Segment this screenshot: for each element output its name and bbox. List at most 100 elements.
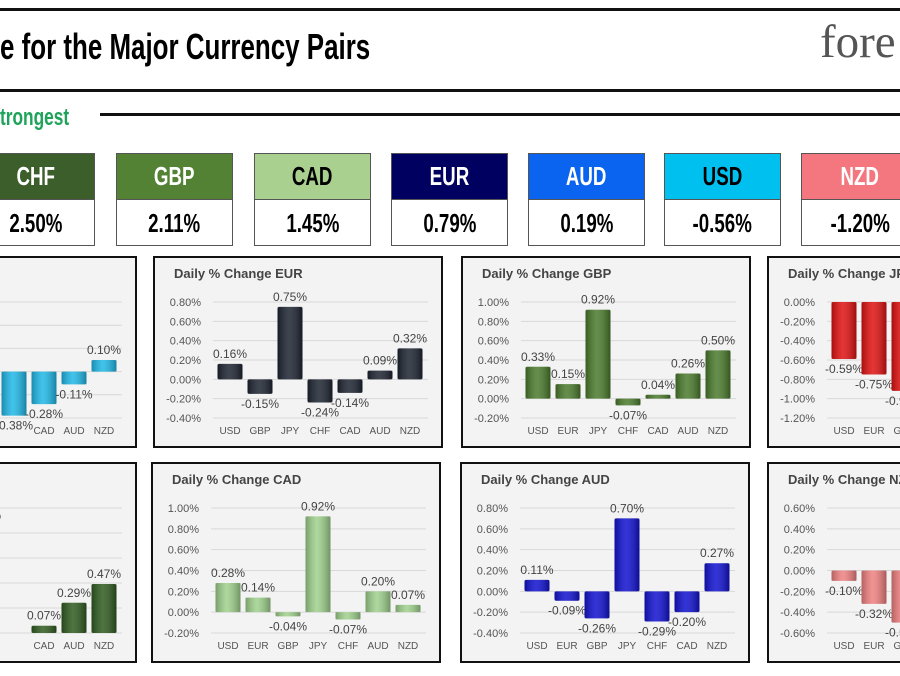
y-tick-label: 0.00% <box>170 374 201 386</box>
card-header: GBP <box>117 154 232 200</box>
panel-frame <box>151 462 441 663</box>
x-tick-label: NZD <box>94 426 115 437</box>
currency-code: GBP <box>154 161 195 191</box>
x-tick-label: NZD <box>94 641 115 652</box>
y-tick-label: -1.20% <box>780 413 815 425</box>
bar-chart: Daily % Change GBP 1.00% 0.80% 0.60% 0.40% 0.… <box>461 256 751 448</box>
card-value-box: 2.11% <box>117 200 232 246</box>
y-tick-label: 0.40% <box>784 524 815 536</box>
y-tick-label: 0.60% <box>170 316 201 328</box>
bar-shading <box>861 570 887 604</box>
chart-content: Daily % Change GBP 1.00% 0.80% 0.60% 0.40% 0.… <box>461 256 751 448</box>
x-tick-label: CAD <box>339 426 360 437</box>
currency-card-cad: CAD 1.45% <box>254 153 371 246</box>
x-tick-label: USD <box>526 641 547 652</box>
x-tick-label: EUR <box>557 426 578 437</box>
x-tick-label: CHF <box>618 426 639 437</box>
chart-content: Daily % Change AUD 0.80% 0.60% 0.40% 0.20% 0.… <box>460 462 750 663</box>
bar-shading <box>61 371 87 385</box>
bar-shading <box>645 394 671 399</box>
y-tick-label: 0.00% <box>478 394 509 406</box>
chart-content: Daily % Change NZD 0.60% 0.40% 0.20% 0.00% -0… <box>767 462 900 663</box>
y-tick-label: 0.20% <box>168 586 199 598</box>
data-label: 0.47% <box>87 567 121 581</box>
y-tick-label: -0.20% <box>164 628 199 640</box>
x-tick-label: NZD <box>708 426 729 437</box>
data-label: -0.92% <box>885 394 900 408</box>
x-tick-label: JPY <box>281 426 300 437</box>
y-tick-label: -0.40% <box>780 336 815 348</box>
bar-shading <box>674 591 700 613</box>
y-tick-label: 0.40% <box>478 355 509 367</box>
currency-change: 0.19% <box>559 207 614 238</box>
x-tick-label: EUR <box>247 641 268 652</box>
currency-change: 0.79% <box>422 207 477 238</box>
data-label: -0.26% <box>578 621 616 635</box>
bar-shading <box>891 570 900 623</box>
data-label: -0.50% <box>885 626 900 640</box>
data-label: 0.04% <box>641 378 675 392</box>
x-tick-label: EUR <box>863 641 884 652</box>
y-tick-label: 0.20% <box>170 355 201 367</box>
y-tick-label: -0.20% <box>780 586 815 598</box>
y-tick-label: 1.00% <box>168 503 199 515</box>
y-tick-label: 0.40% <box>477 545 508 557</box>
card-header: AUD <box>529 154 644 200</box>
x-tick-label: USD <box>527 426 548 437</box>
card-value-box: 1.45% <box>255 200 370 246</box>
bar-chart: Daily % Change CAD 1.00% 0.80% 0.60% 0.40% 0.… <box>151 462 441 663</box>
card-value-box: 0.79% <box>392 200 507 246</box>
y-tick-label: 0.00% <box>784 297 815 309</box>
data-label: -0.38% <box>0 419 33 433</box>
bar-shading <box>585 309 611 399</box>
data-label: 0.10% <box>87 343 121 357</box>
data-label: -0.24% <box>301 406 339 420</box>
bar-shading <box>367 370 393 380</box>
x-tick-label: EUR <box>863 426 884 437</box>
x-tick-label: NZD <box>400 426 421 437</box>
y-tick-label: -0.60% <box>780 355 815 367</box>
currency-code: CHF <box>16 161 56 191</box>
bar-shading <box>891 302 900 391</box>
y-tick-label: -0.80% <box>780 374 815 386</box>
data-label: 0.15% <box>551 367 585 381</box>
bar-shading <box>365 591 391 613</box>
x-tick-label: GBP <box>893 641 900 652</box>
bar-chart: Daily % Change JPY 0.00% -0.20% -0.40% -0.60… <box>767 256 900 448</box>
x-tick-label: CHF <box>310 426 331 437</box>
y-tick-label: -0.40% <box>473 628 508 640</box>
data-label: -0.07% <box>329 622 367 636</box>
currency-change: 2.11% <box>148 207 201 238</box>
data-label: 0.16% <box>213 347 247 361</box>
y-tick-label: 0.60% <box>784 503 815 515</box>
y-tick-label: 0.40% <box>170 336 201 348</box>
bar-shading <box>91 584 117 633</box>
bar-shading <box>395 604 421 613</box>
bar-shading <box>831 570 857 581</box>
card-header: NZD <box>802 154 900 200</box>
data-label: -0.32% <box>855 607 893 621</box>
y-tick-label: 0.80% <box>170 297 201 309</box>
bar-shading <box>275 612 301 617</box>
chart-content: -0.38%CAD -0.28%AUD -0.11% NZD 0.10% <box>0 256 137 448</box>
chart-title: Daily % Change EUR <box>174 266 303 281</box>
bar-shading <box>524 579 550 592</box>
data-label: -0.20% <box>668 615 706 629</box>
x-tick-label: CAD <box>33 641 54 652</box>
data-label: 0.20% <box>361 574 395 588</box>
bar-shading <box>31 371 57 405</box>
currency-code: AUD <box>566 161 607 191</box>
x-tick-label: JPY <box>618 641 637 652</box>
section-rule <box>100 113 900 116</box>
bar-shading <box>245 597 271 613</box>
currency-code: USD <box>702 161 743 191</box>
y-tick-label: 0.20% <box>478 374 509 386</box>
bar-shading <box>614 518 640 592</box>
chart-panel: Daily % Change AUD 0.80% 0.60% 0.40% 0.20% 0.… <box>460 462 750 663</box>
data-label: -0.75% <box>855 378 893 392</box>
data-label: 0.26% <box>671 357 705 371</box>
data-label: 0.75% <box>273 290 307 304</box>
y-tick-label: -1.00% <box>780 394 815 406</box>
currency-card-gbp: GBP 2.11% <box>116 153 233 246</box>
